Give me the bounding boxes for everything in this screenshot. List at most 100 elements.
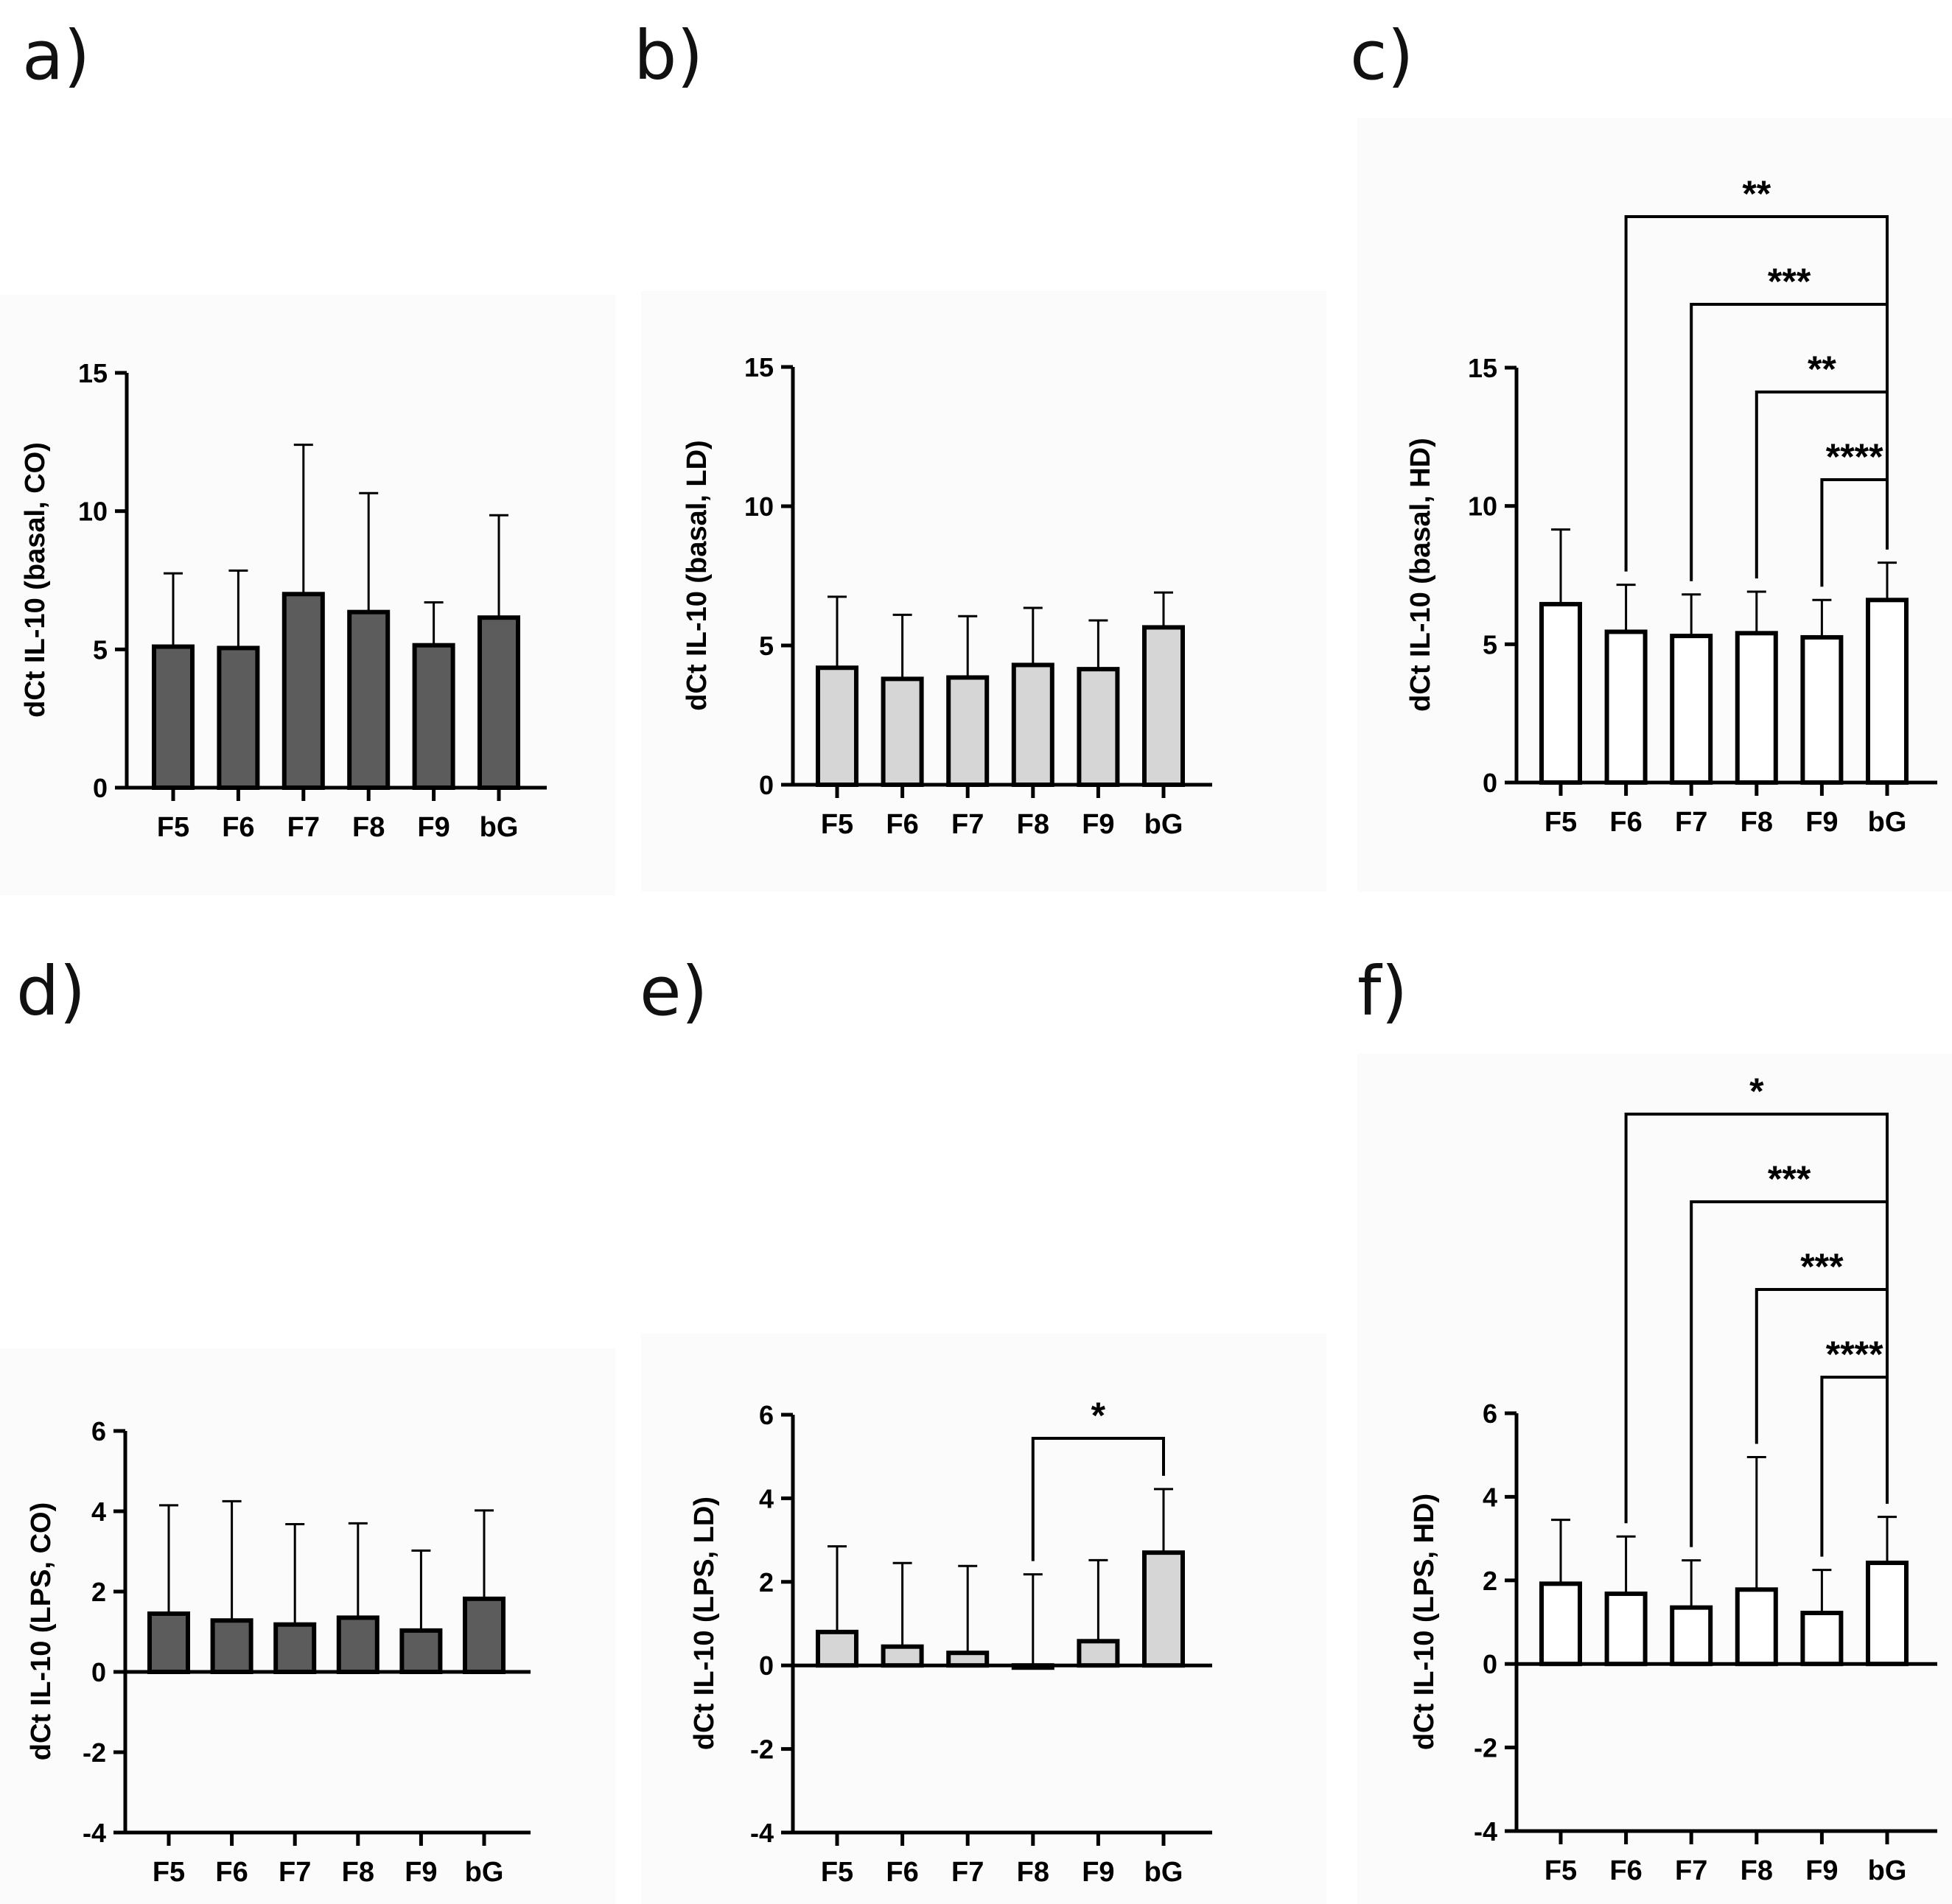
significance-bracket [1820, 478, 1889, 587]
bar-f9 [1077, 1639, 1120, 1668]
y-tick-label: 10 [744, 491, 774, 522]
y-tick-label: 10 [1468, 491, 1497, 522]
bar-f9 [1800, 1611, 1844, 1667]
x-tick-label: F6 [215, 1857, 248, 1888]
bar-f5 [816, 665, 858, 787]
significance-label: **** [1826, 436, 1883, 477]
x-tick-label: F5 [821, 1857, 853, 1888]
y-axis-label: dCt IL-10 (basal, CO) [20, 442, 51, 718]
chart-panel-b: 0 5 10 15 dCt IL-10 (basal, LD) F5 F6 F7 F8 F9 bG [682, 352, 1212, 840]
chart-panel-f: -4 -2 0 2 4 6 dCt IL-10 (LPS, HD) F5 F6 F7 F8 F9 bG *… [1409, 1071, 1937, 1886]
y-tick-label: 15 [744, 352, 774, 382]
y-tick-label: -4 [750, 1818, 774, 1848]
bar-f5 [147, 1611, 190, 1675]
significance-label: * [1749, 1071, 1764, 1112]
y-tick-label: -4 [1474, 1816, 1497, 1847]
y-tick-label: -2 [750, 1735, 774, 1765]
panel-label-a: a) [22, 16, 91, 95]
x-tick-label: bG [480, 812, 519, 843]
panel-c-background [1357, 118, 1952, 892]
y-axis-label: dCt IL-10 (LPS, HD) [1409, 1494, 1440, 1750]
panel-e-background [641, 1334, 1326, 1904]
panel-f-background [1357, 1054, 1952, 1904]
y-tick-label: 15 [78, 358, 108, 388]
x-tick-label: F8 [352, 812, 385, 843]
significance-label: ** [1808, 349, 1836, 390]
y-tick-label: 0 [759, 770, 774, 800]
y-tick-label: 4 [1483, 1482, 1497, 1512]
bar-f9 [1800, 634, 1844, 785]
bar-f6 [1604, 629, 1648, 785]
chart-panel-c: 0 5 10 15 dCt IL-10 (basal, HD) F5 F6 F7 F8 F9 bG *… [1405, 173, 1937, 838]
x-tick-label: F9 [405, 1857, 437, 1888]
y-tick-label: 0 [759, 1651, 774, 1681]
bar-f5 [1539, 601, 1582, 785]
bar-f7 [946, 675, 990, 787]
significance-label: *** [1768, 1158, 1811, 1200]
x-tick-label: F5 [153, 1857, 185, 1888]
bar-f6 [217, 645, 260, 790]
bar-f6 [1604, 1591, 1648, 1667]
x-tick-label: F6 [886, 809, 918, 840]
x-tick-label: F9 [1082, 809, 1114, 840]
bar-f7 [273, 1622, 317, 1674]
y-tick-label: 6 [91, 1416, 106, 1446]
bar-f8 [336, 1615, 379, 1675]
x-tick-label: F9 [1805, 1855, 1838, 1886]
bar-bg [1866, 1560, 1909, 1667]
bar-f8 [1735, 631, 1778, 785]
y-axis-label: dCt IL-10 (basal, HD) [1405, 438, 1436, 712]
x-tick-label: F5 [821, 809, 853, 840]
y-tick-label: 2 [1483, 1566, 1497, 1596]
bar-f5 [152, 644, 195, 791]
bar-f7 [1670, 634, 1713, 785]
x-tick-label: bG [1144, 809, 1183, 840]
x-tick-label: F7 [279, 1857, 311, 1888]
bar-f8 [347, 609, 391, 790]
x-tick-label: F7 [287, 812, 320, 843]
x-tick-label: F8 [1741, 1855, 1773, 1886]
chart-panel-d: -4 -2 0 2 4 6 dCt IL-10 (LPS, CO) F5 F6 F7 F8 F9 bG [26, 1416, 531, 1888]
significance-bracket [1820, 1376, 1889, 1557]
x-tick-label: F8 [1741, 807, 1773, 838]
x-tick-label: F6 [1609, 807, 1642, 838]
bar-bg [477, 615, 520, 790]
y-axis-label: dCt IL-10 (LPS, CO) [26, 1502, 57, 1760]
panel-label-f: f) [1357, 952, 1408, 1031]
bar-bg [463, 1596, 506, 1675]
significance-label: **** [1826, 1334, 1883, 1375]
y-tick-label: 0 [93, 773, 108, 803]
y-tick-label: 4 [759, 1483, 774, 1513]
x-tick-label: F8 [1017, 809, 1049, 840]
y-tick-label: 4 [91, 1497, 106, 1527]
y-tick-label: 2 [759, 1567, 774, 1597]
significance-bracket [1755, 391, 1889, 579]
bar-bg [1866, 598, 1909, 785]
bar-f6 [210, 1618, 253, 1674]
bar-f8 [1011, 662, 1054, 788]
y-tick-label: 5 [1483, 629, 1497, 659]
bar-f9 [1077, 667, 1120, 787]
panel-b-background [641, 291, 1326, 892]
significance-label: ** [1742, 173, 1771, 214]
y-axis-label: dCt IL-10 (basal, LD) [682, 440, 713, 710]
x-tick-label: F5 [1545, 807, 1577, 838]
x-tick-label: F8 [1017, 1857, 1049, 1888]
x-tick-label: F7 [951, 809, 984, 840]
bar-f7 [281, 592, 325, 790]
chart-panel-e: -4 -2 0 2 4 6 dCt IL-10 (LPS, LD) F5 F6 F7 F8 F9 bG * [689, 1395, 1212, 1888]
bar-f5 [1539, 1581, 1582, 1667]
bar-f8 [1735, 1587, 1778, 1667]
significance-bracket [1031, 1437, 1165, 1561]
y-axis-label: dCt IL-10 (LPS, LD) [689, 1497, 720, 1750]
x-tick-label: F7 [1675, 807, 1707, 838]
y-tick-label: 15 [1468, 353, 1497, 383]
y-tick-label: 0 [91, 1657, 106, 1687]
y-tick-label: 10 [78, 497, 108, 527]
y-tick-label: 6 [1483, 1399, 1497, 1429]
bar-f9 [399, 1628, 443, 1674]
y-tick-label: 6 [759, 1400, 774, 1430]
bar-f7 [946, 1651, 990, 1668]
x-tick-label: F5 [1545, 1855, 1577, 1886]
